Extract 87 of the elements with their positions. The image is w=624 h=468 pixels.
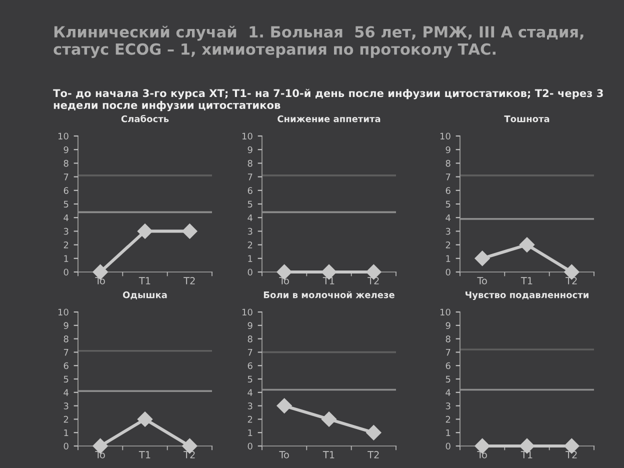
y-tick-label: 0 — [64, 442, 68, 450]
y-tick-label: 8 — [446, 336, 450, 342]
y-tick-label: 9 — [64, 146, 68, 154]
y-tick-label: 1 — [64, 429, 68, 436]
y-tick-label: 4 — [446, 389, 450, 396]
y-tick-label: 6 — [248, 187, 252, 194]
x-tick-label: T2 — [368, 451, 379, 458]
y-tick-label: 0 — [248, 268, 252, 276]
y-tick-label: 1 — [64, 255, 68, 262]
y-tick-label: 9 — [446, 146, 450, 154]
x-tick-label: T1 — [138, 277, 150, 284]
y-tick-label: 9 — [248, 322, 252, 329]
y-tick-label: 9 — [248, 146, 252, 154]
y-tick-label: 6 — [248, 362, 252, 370]
y-tick-label: 1 — [248, 429, 252, 436]
y-tick-label: 7 — [248, 174, 252, 180]
y-tick-label: 7 — [446, 174, 450, 180]
point — [474, 250, 490, 266]
y-tick-label: 1 — [248, 255, 252, 262]
chart-title: Снижение аппетита — [278, 115, 380, 122]
y-tick-label: 3 — [248, 402, 252, 410]
y-tick-label: 1 — [446, 255, 450, 262]
y-tick-label: 0 — [64, 268, 68, 276]
point — [519, 237, 535, 252]
y-tick-label: 7 — [446, 349, 450, 356]
chart-title: Одышка — [122, 291, 167, 300]
x-tick-label: T1 — [322, 451, 334, 458]
text: То- до начала 3-го курса ХТ; Т1- на 7-10-й день после инфузии цитостатиков; Т2- через 3 недели после инфузии цитостатиков — [53, 88, 603, 112]
y-tick-label: 6 — [64, 187, 68, 194]
y-tick-label: 5 — [64, 200, 68, 208]
y-tick-label: 2 — [64, 242, 68, 248]
y-tick-label: 5 — [248, 376, 252, 383]
y-tick-label: 8 — [64, 160, 68, 167]
y-tick-label: 2 — [248, 242, 252, 248]
y-tick-label: 7 — [248, 349, 252, 356]
chart-title: Тошнота — [504, 116, 550, 122]
chart-title: Боли в молочной железе — [264, 291, 394, 298]
y-tick-label: 6 — [64, 362, 68, 370]
y-tick-label: 4 — [248, 389, 252, 396]
y-tick-label: 6 — [446, 187, 450, 194]
y-tick-label: 2 — [64, 416, 68, 423]
x-tick-label: To — [279, 451, 289, 458]
y-tick-label: 10 — [242, 132, 252, 140]
y-tick-label: 8 — [248, 336, 252, 342]
y-tick-label: 8 — [248, 160, 252, 167]
text: Клинический случай 1. Больная 56 лет, РМЖ, III А стадия, статус ECOG – 1, химиотерапия по протоколу ТАС. — [54, 26, 584, 58]
y-tick-label: 0 — [446, 268, 450, 276]
point — [321, 412, 337, 427]
y-tick-label: 9 — [446, 322, 450, 329]
y-tick-label: 5 — [64, 376, 68, 383]
y-tick-label: 0 — [446, 442, 450, 450]
y-tick-label: 10 — [58, 132, 68, 140]
point — [366, 425, 382, 440]
chart-title: Слабость — [121, 114, 169, 122]
y-tick-label: 2 — [248, 416, 252, 423]
y-tick-label: 5 — [446, 376, 450, 383]
y-tick-label: 10 — [58, 308, 68, 316]
x-tick-label: To — [477, 277, 487, 284]
x-tick-label: T2 — [184, 277, 195, 284]
x-tick-label: T1 — [138, 451, 150, 458]
y-tick-label: 8 — [446, 160, 450, 167]
y-tick-label: 5 — [446, 200, 450, 208]
y-tick-label: 10 — [440, 308, 450, 316]
y-tick-label: 0 — [248, 442, 252, 450]
y-tick-label: 10 — [440, 132, 450, 140]
x-tick-label: T1 — [520, 277, 532, 284]
y-tick-label: 1 — [446, 429, 450, 436]
y-tick-label: 8 — [64, 336, 68, 342]
y-tick-label: 3 — [64, 402, 68, 410]
y-tick-label: 3 — [446, 228, 450, 235]
y-tick-label: 5 — [248, 200, 252, 208]
y-tick-label: 4 — [446, 214, 450, 222]
y-tick-label: 2 — [446, 242, 450, 248]
y-tick-label: 3 — [64, 228, 68, 235]
y-tick-label: 4 — [248, 214, 252, 222]
y-tick-label: 4 — [64, 214, 68, 222]
y-tick-label: 3 — [248, 228, 252, 235]
y-tick-label: 9 — [64, 322, 68, 329]
y-tick-label: 2 — [446, 416, 450, 423]
y-tick-label: 6 — [446, 362, 450, 370]
y-tick-label: 7 — [64, 174, 68, 180]
y-tick-label: 7 — [64, 349, 68, 356]
point — [276, 398, 292, 414]
y-tick-label: 10 — [242, 308, 252, 316]
y-tick-label: 3 — [446, 402, 450, 410]
chart-title: Чувство подавленности — [466, 292, 588, 300]
y-tick-label: 4 — [64, 389, 68, 396]
